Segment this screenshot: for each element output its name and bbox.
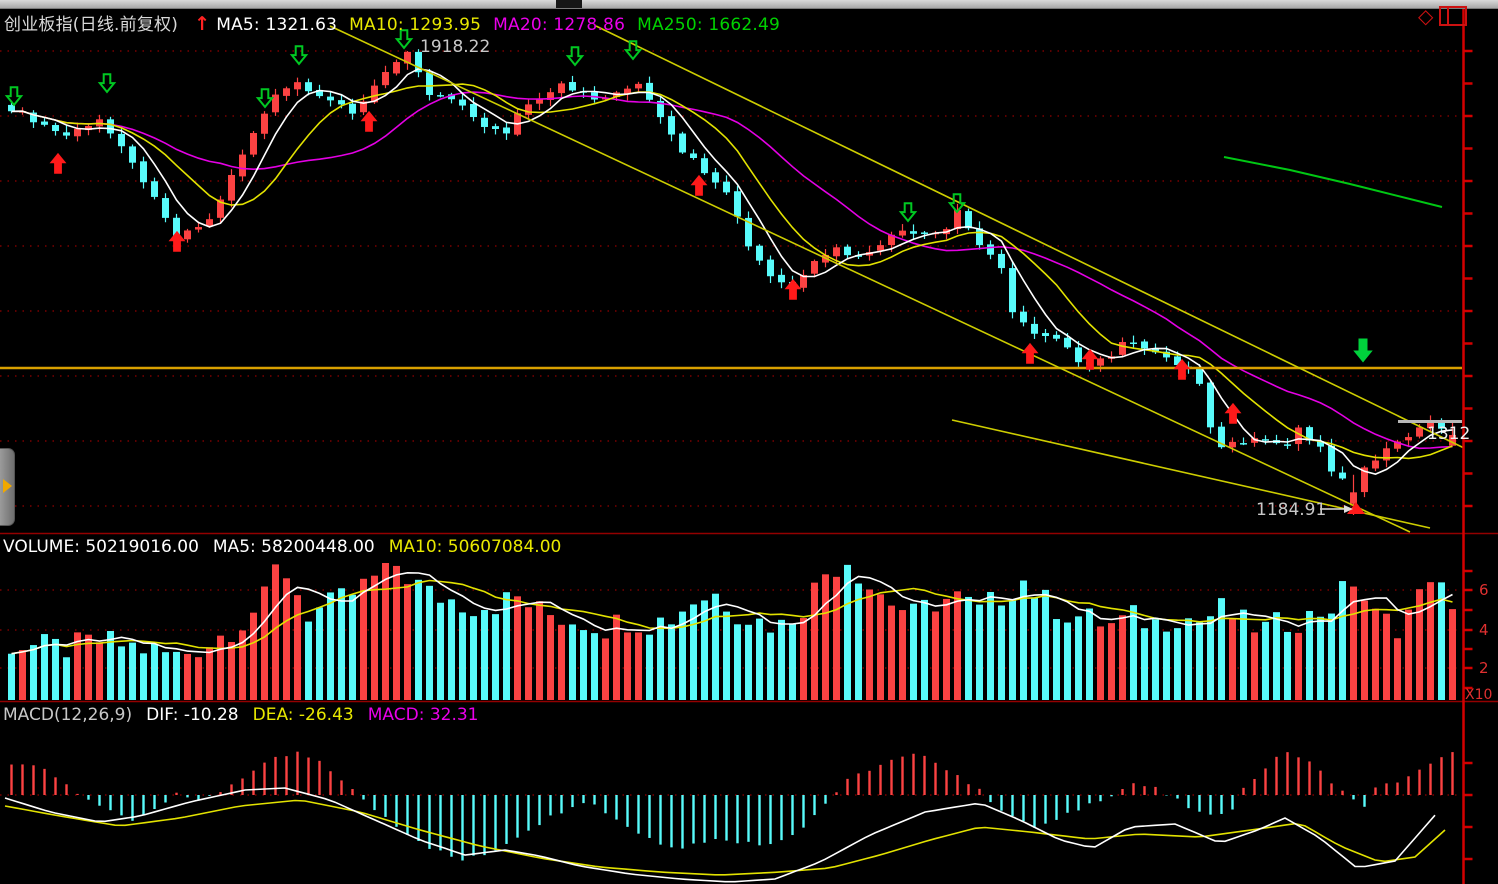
- annotation-graphics-layer: [1320, 420, 1462, 513]
- dea-value[interactable]: DEA: -26.43: [252, 705, 354, 725]
- volume-axis-tick-4: 4: [1479, 621, 1489, 639]
- macd-lines-layer: [4, 787, 1446, 883]
- ma10-value[interactable]: MA10: 1293.95: [349, 15, 482, 35]
- macd-histogram-layer: [10, 751, 1454, 861]
- chart-corner-icons: ◇: [1418, 4, 1468, 28]
- trough-price-label: 1184.91: [1256, 500, 1327, 520]
- drawn-lines-layer: [0, 25, 1465, 533]
- diamond-icon[interactable]: ◇: [1418, 4, 1434, 28]
- volume-value[interactable]: VOLUME: 50219016.00: [3, 537, 199, 557]
- sidebar-expand-handle[interactable]: [0, 448, 15, 526]
- volume-axis-tick-6: 6: [1479, 581, 1489, 599]
- volume-axis-tick-2: 2: [1479, 659, 1489, 677]
- volume-header: VOLUME: 50219016.00 MA5: 58200448.00 MA10:…: [3, 537, 575, 557]
- up-arrow-icon: ↑: [194, 13, 211, 35]
- signal-arrows-layer: [4, 29, 1373, 514]
- macd-value[interactable]: MACD: 32.31: [367, 705, 479, 725]
- volume-axis-unit: X10: [1465, 687, 1493, 703]
- ma5-value[interactable]: MA5: 1321.63: [216, 15, 338, 35]
- axis-layer: [0, 8, 1498, 884]
- macd-params[interactable]: MACD(12,26,9): [3, 705, 133, 725]
- price-ma-layer: [11, 67, 1453, 475]
- dif-value[interactable]: DIF: -10.28: [146, 705, 239, 725]
- volume-ma-layer: [11, 571, 1453, 655]
- instrument-title: 创业板指(日线.前复权): [4, 15, 179, 35]
- expand-triangle-icon: [3, 479, 12, 493]
- peak-price-label: 1918.22: [420, 37, 491, 57]
- main-chart-header: 创业板指(日线.前复权) ↑ MA5: 1321.63 MA10: 1293.95 MA…: [4, 10, 792, 35]
- macd-header: MACD(12,26,9) DIF: -10.28 DEA: -26.43 MACD:…: [3, 705, 493, 725]
- split-window-icon[interactable]: [1439, 6, 1468, 26]
- ma20-value[interactable]: MA20: 1278.86: [493, 15, 626, 35]
- top-strip-notch: [556, 0, 582, 8]
- window-top-strip: [0, 0, 1498, 9]
- ma250-value[interactable]: MA250: 1662.49: [637, 15, 781, 35]
- volume-ma5-value[interactable]: MA5: 58200448.00: [212, 537, 375, 557]
- volume-bars-layer: [8, 563, 1456, 700]
- volume-ma10-value[interactable]: MA10: 50607084.00: [388, 537, 562, 557]
- last-price-label: 1312: [1427, 424, 1471, 444]
- candles-layer: [8, 49, 1456, 516]
- split-window-divider: [1447, 8, 1450, 24]
